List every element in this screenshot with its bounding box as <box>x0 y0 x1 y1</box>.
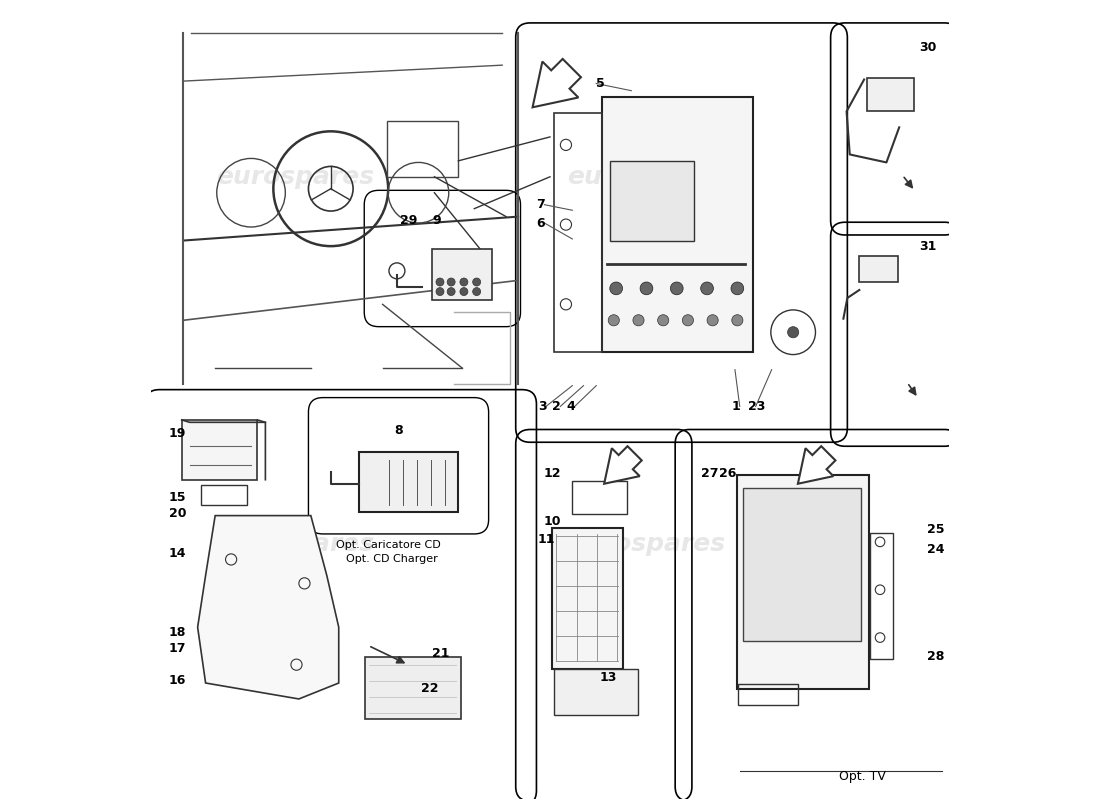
Bar <box>609 161 693 241</box>
Text: 12: 12 <box>543 467 561 480</box>
Text: 31: 31 <box>920 241 936 254</box>
FancyBboxPatch shape <box>737 475 869 689</box>
Text: 29: 29 <box>400 214 418 227</box>
Bar <box>738 684 798 705</box>
Text: 1: 1 <box>732 400 740 413</box>
Circle shape <box>460 287 467 295</box>
Text: 21: 21 <box>432 647 450 660</box>
Text: 24: 24 <box>927 543 945 556</box>
Text: 10: 10 <box>543 514 561 528</box>
Circle shape <box>670 282 683 294</box>
Polygon shape <box>604 446 641 484</box>
Text: eurospares: eurospares <box>566 531 725 555</box>
Text: 9: 9 <box>432 214 441 227</box>
Text: eurospares: eurospares <box>216 531 374 555</box>
Text: 23: 23 <box>748 400 766 413</box>
Bar <box>201 485 248 506</box>
Text: 22: 22 <box>421 682 438 695</box>
Polygon shape <box>532 59 581 107</box>
Circle shape <box>460 278 467 286</box>
FancyBboxPatch shape <box>359 452 459 512</box>
Circle shape <box>436 287 444 295</box>
Circle shape <box>701 282 714 294</box>
Text: eurospares: eurospares <box>566 165 725 189</box>
Text: 7: 7 <box>537 198 546 211</box>
Circle shape <box>473 287 481 295</box>
Text: 11: 11 <box>537 533 554 546</box>
FancyBboxPatch shape <box>602 97 754 352</box>
Bar <box>859 257 898 282</box>
Text: 5: 5 <box>596 77 605 90</box>
Text: 18: 18 <box>169 626 186 639</box>
Circle shape <box>707 314 718 326</box>
Text: 13: 13 <box>600 671 617 684</box>
FancyBboxPatch shape <box>551 527 624 670</box>
Text: 27: 27 <box>702 467 719 480</box>
Text: 25: 25 <box>927 522 945 536</box>
Text: 19: 19 <box>169 427 186 440</box>
Text: 30: 30 <box>920 41 936 54</box>
Text: 14: 14 <box>169 546 186 559</box>
Bar <box>867 78 913 111</box>
Text: 15: 15 <box>169 490 186 504</box>
Bar <box>386 121 459 177</box>
Text: 4: 4 <box>566 400 575 413</box>
Text: 26: 26 <box>719 467 736 480</box>
Circle shape <box>608 314 619 326</box>
Text: Opt. Caricatore CD: Opt. Caricatore CD <box>337 540 441 550</box>
Circle shape <box>609 282 623 294</box>
Bar <box>554 113 602 352</box>
Text: 28: 28 <box>927 650 945 663</box>
Circle shape <box>632 314 645 326</box>
Circle shape <box>436 278 444 286</box>
Text: 17: 17 <box>169 642 186 655</box>
FancyBboxPatch shape <box>365 657 461 719</box>
Circle shape <box>640 282 652 294</box>
FancyBboxPatch shape <box>182 420 257 480</box>
Text: 6: 6 <box>537 217 546 230</box>
Circle shape <box>658 314 669 326</box>
Circle shape <box>473 278 481 286</box>
Bar <box>870 533 893 659</box>
Text: Opt. CD Charger: Opt. CD Charger <box>345 554 438 565</box>
PathPatch shape <box>198 515 339 699</box>
Text: 2: 2 <box>552 400 561 413</box>
Text: 16: 16 <box>169 674 186 687</box>
Text: 20: 20 <box>169 506 186 520</box>
Circle shape <box>448 287 455 295</box>
Circle shape <box>682 314 693 326</box>
Polygon shape <box>798 446 835 484</box>
Text: 8: 8 <box>395 424 404 437</box>
Circle shape <box>732 314 742 326</box>
Text: eurospares: eurospares <box>216 165 374 189</box>
Text: Opt. TV: Opt. TV <box>838 770 886 782</box>
Circle shape <box>448 278 455 286</box>
Circle shape <box>788 326 799 338</box>
Circle shape <box>732 282 744 294</box>
Bar <box>742 488 861 641</box>
FancyBboxPatch shape <box>432 249 492 300</box>
Bar <box>554 669 638 715</box>
Bar <box>572 481 627 514</box>
Text: 3: 3 <box>538 400 547 413</box>
